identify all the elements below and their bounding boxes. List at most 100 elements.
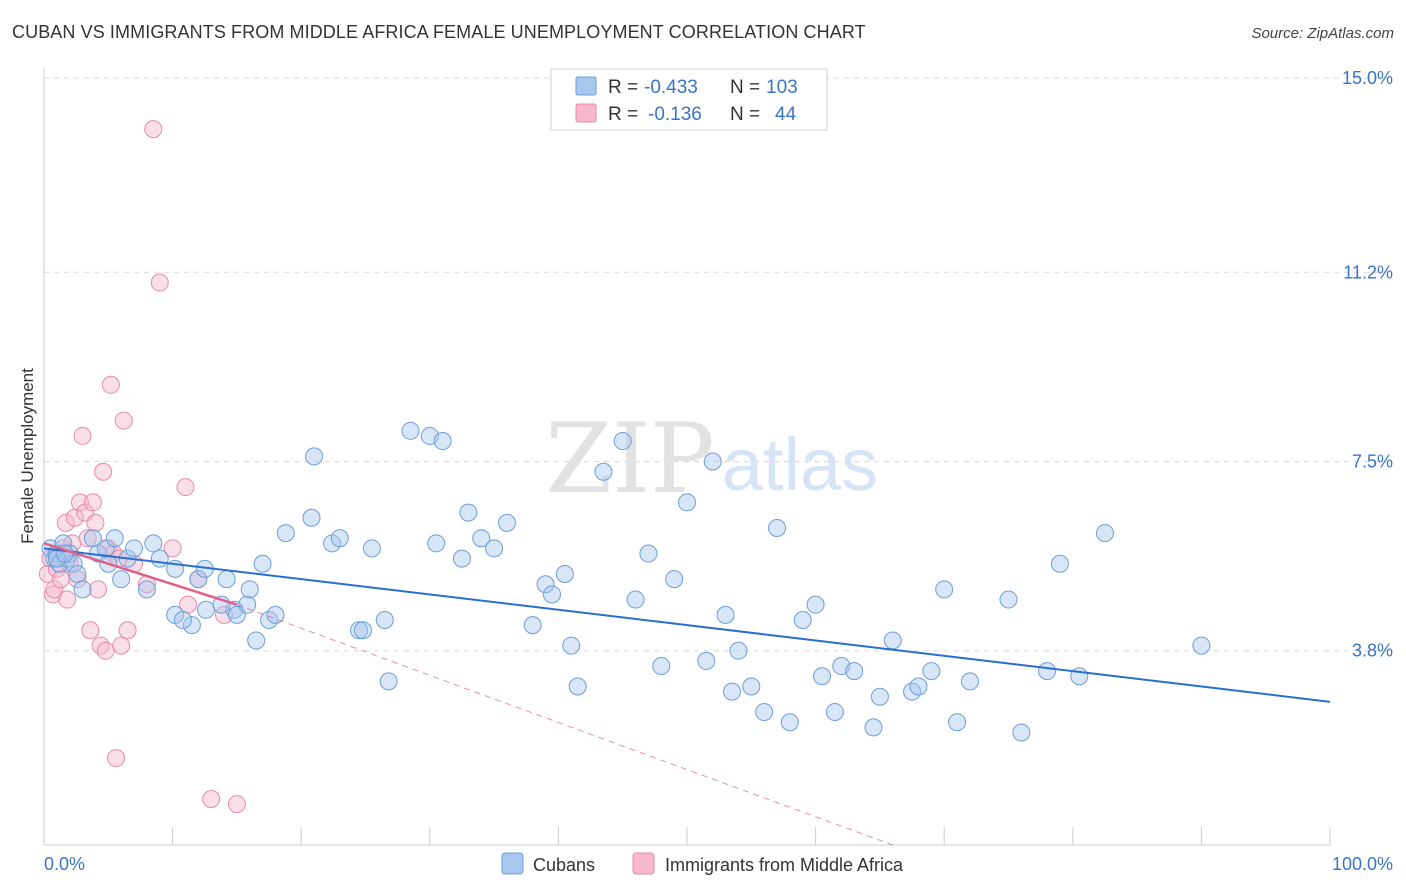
source-label: Source: ZipAtlas.com bbox=[1251, 25, 1394, 42]
cubans-point-66 bbox=[613, 432, 632, 451]
africa-trend-line bbox=[43, 542, 238, 606]
cubans-point-36 bbox=[247, 631, 266, 650]
cubans-point-17 bbox=[105, 529, 124, 548]
legend-cubans-n-label: N = bbox=[730, 77, 760, 98]
africa-point-31 bbox=[114, 411, 133, 430]
cubans-point-75 bbox=[723, 682, 742, 701]
africa-point-15 bbox=[73, 426, 92, 445]
cubans-point-25 bbox=[189, 570, 208, 589]
cubans-point-65 bbox=[594, 462, 613, 481]
bottom-legend: Cubans Immigrants from Middle Africa bbox=[501, 852, 904, 875]
cubans-point-86 bbox=[845, 662, 864, 681]
legend-cubans-n-value: 103 bbox=[766, 77, 798, 98]
cubans-point-69 bbox=[652, 657, 671, 676]
africa-point-22 bbox=[91, 636, 110, 655]
cubans-point-93 bbox=[935, 580, 954, 599]
africa-point-8 bbox=[56, 513, 75, 532]
cubans-point-64 bbox=[568, 677, 587, 696]
legend-cubans-r-value: -0.433 bbox=[644, 77, 698, 98]
y-tick-label-3: 15.0% bbox=[1342, 68, 1393, 88]
cubans-point-84 bbox=[825, 703, 844, 722]
cubans-point-50 bbox=[401, 421, 420, 440]
cubans-point-60 bbox=[536, 575, 555, 594]
cubans-point-62 bbox=[555, 564, 574, 583]
cubans-point-45 bbox=[350, 621, 369, 640]
watermark: ZIP atlas bbox=[545, 403, 878, 515]
tick-labels: 3.8% 7.5% 11.2% 15.0% 0.0% 100.0% bbox=[44, 68, 1393, 874]
cubans-point-40 bbox=[276, 524, 295, 543]
legend-africa-r-label: R = bbox=[608, 104, 638, 125]
cubans-point-73 bbox=[703, 452, 722, 471]
bottom-legend-cubans-swatch bbox=[501, 852, 524, 875]
cubans-point-81 bbox=[793, 611, 812, 630]
cubans-point-98 bbox=[1038, 662, 1057, 681]
cubans-point-76 bbox=[729, 641, 748, 660]
cubans-point-37 bbox=[240, 580, 259, 599]
cubans-point-27 bbox=[217, 570, 236, 589]
cubans-point-63 bbox=[562, 636, 581, 655]
africa-point-13 bbox=[68, 570, 87, 589]
cubans-point-39 bbox=[266, 605, 285, 624]
watermark-atlas: atlas bbox=[722, 423, 878, 506]
cubans-point-21 bbox=[137, 580, 156, 599]
africa-point-37 bbox=[163, 539, 182, 558]
africa-point-20 bbox=[86, 513, 105, 532]
cubans-point-35 bbox=[253, 554, 272, 573]
cubans-point-99 bbox=[1050, 554, 1069, 573]
cubans-point-61 bbox=[542, 585, 561, 604]
africa-point-21 bbox=[89, 580, 108, 599]
series-cubans-points bbox=[41, 421, 1211, 742]
legend-africa-n-label: N = bbox=[730, 104, 760, 125]
legend-box: R = -0.433 N = 103 R = -0.136 N = 44 bbox=[550, 68, 828, 131]
cubans-point-31 bbox=[197, 600, 216, 619]
cubans-point-11 bbox=[73, 580, 92, 599]
x-tick-label-1: 100.0% bbox=[1332, 854, 1393, 874]
y-tick-label-0: 3.8% bbox=[1352, 641, 1393, 661]
cubans-point-97 bbox=[1012, 723, 1031, 742]
cubans-point-54 bbox=[452, 549, 471, 568]
africa-point-26 bbox=[101, 375, 120, 394]
cubans-point-15 bbox=[112, 570, 131, 589]
gridlines bbox=[44, 77, 1392, 652]
watermark-zip: ZIP bbox=[545, 403, 714, 515]
africa-point-38 bbox=[176, 478, 195, 497]
cubans-point-95 bbox=[960, 672, 979, 691]
cubans-point-88 bbox=[870, 687, 889, 706]
y-tick-label-2: 11.2% bbox=[1343, 262, 1393, 282]
cubans-point-78 bbox=[755, 703, 774, 722]
cubans-point-77 bbox=[742, 677, 761, 696]
cubans-point-67 bbox=[626, 590, 645, 609]
cubans-point-44 bbox=[330, 529, 349, 548]
cubans-point-83 bbox=[813, 667, 832, 686]
legend-africa-swatch bbox=[575, 103, 597, 123]
legend-africa-n-value: 44 bbox=[775, 104, 797, 125]
cubans-point-79 bbox=[768, 518, 787, 537]
cubans-point-71 bbox=[678, 493, 696, 512]
cubans-point-30 bbox=[173, 611, 192, 630]
cubans-point-102 bbox=[1192, 636, 1211, 655]
africa-point-23 bbox=[94, 462, 113, 481]
africa-point-3 bbox=[45, 580, 64, 599]
trend-lines bbox=[43, 542, 1331, 846]
y-tick-label-1: 7.5% bbox=[1352, 452, 1393, 472]
cubans-point-74 bbox=[716, 605, 735, 624]
africa-point-14 bbox=[71, 493, 90, 512]
africa-point-32 bbox=[118, 621, 137, 640]
cubans-point-52 bbox=[433, 432, 452, 451]
cubans-point-16 bbox=[96, 539, 115, 558]
cubans-point-92 bbox=[922, 662, 941, 681]
cubans-point-48 bbox=[375, 611, 394, 630]
cubans-point-87 bbox=[864, 718, 883, 737]
cubans-point-59 bbox=[523, 616, 542, 635]
cubans-point-46 bbox=[353, 621, 372, 640]
cubans-point-89 bbox=[883, 631, 902, 650]
africa-point-6 bbox=[51, 570, 70, 589]
africa-point-17 bbox=[78, 529, 97, 548]
cubans-point-42 bbox=[305, 447, 324, 466]
cubans-point-34 bbox=[238, 595, 257, 614]
africa-point-36 bbox=[150, 273, 169, 292]
africa-point-19 bbox=[83, 493, 102, 512]
x-tick-label-0: 0.0% bbox=[44, 854, 85, 874]
bottom-legend-africa-label: Immigrants from Middle Africa bbox=[665, 855, 904, 875]
